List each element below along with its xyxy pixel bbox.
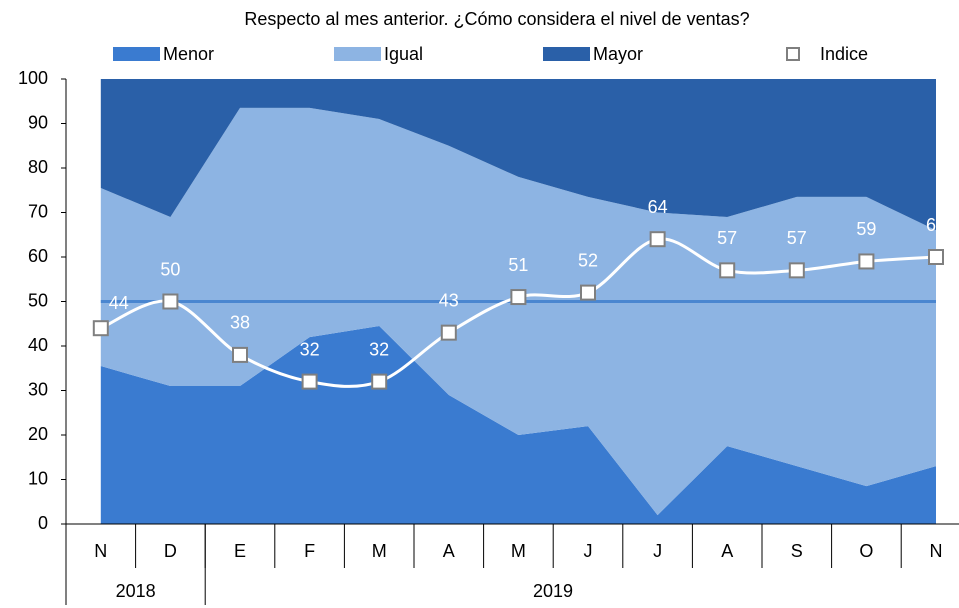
legend-label: Menor bbox=[163, 44, 214, 64]
data-label: 32 bbox=[369, 339, 389, 359]
index-marker bbox=[301, 373, 318, 390]
data-label: 64 bbox=[648, 197, 668, 217]
data-label: 57 bbox=[717, 228, 737, 248]
legend-swatch bbox=[113, 47, 160, 61]
data-label: 43 bbox=[439, 290, 459, 310]
y-tick-label: 70 bbox=[28, 201, 48, 221]
data-label: 57 bbox=[787, 228, 807, 248]
area bbox=[100, 107, 937, 516]
index-marker bbox=[162, 293, 179, 310]
legend-label: Igual bbox=[384, 44, 423, 64]
y-tick-label: 90 bbox=[28, 112, 48, 132]
x-tick-label: A bbox=[721, 541, 733, 561]
y-tick-label: 0 bbox=[38, 513, 48, 533]
index-marker bbox=[928, 249, 944, 265]
x-tick-label: M bbox=[372, 541, 387, 561]
data-label: 51 bbox=[508, 255, 528, 275]
index-marker bbox=[232, 346, 248, 363]
y-tick-label: 40 bbox=[28, 335, 48, 355]
y-tick-label: 60 bbox=[28, 246, 48, 266]
data-label: 60 bbox=[926, 215, 946, 235]
x-tick-label: M bbox=[511, 541, 526, 561]
data-label: 32 bbox=[300, 339, 320, 359]
index-marker bbox=[649, 231, 666, 248]
x-tick-label: E bbox=[234, 541, 246, 561]
index-marker bbox=[371, 373, 388, 390]
y-tick-label: 30 bbox=[28, 379, 48, 399]
y-tick-label: 50 bbox=[28, 290, 48, 310]
x-tick-label: F bbox=[304, 541, 315, 561]
index-marker bbox=[440, 324, 457, 341]
x-tick-label: J bbox=[653, 541, 662, 561]
data-label: 52 bbox=[578, 250, 598, 270]
index-marker bbox=[510, 289, 527, 306]
index-marker bbox=[580, 284, 596, 301]
index-marker bbox=[858, 253, 875, 270]
data-label: 44 bbox=[109, 293, 129, 313]
x-group-label: 2018 bbox=[116, 581, 156, 601]
index-marker bbox=[788, 262, 805, 279]
x-tick-label: D bbox=[164, 541, 177, 561]
x-group-label: 2019 bbox=[533, 581, 573, 601]
y-tick-label: 10 bbox=[28, 468, 48, 488]
legend-marker bbox=[786, 47, 800, 61]
x-tick-label: S bbox=[791, 541, 803, 561]
index-marker bbox=[719, 262, 736, 279]
area bbox=[100, 79, 937, 231]
legend-swatch bbox=[543, 47, 590, 61]
y-tick-label: 80 bbox=[28, 157, 48, 177]
x-tick-label: N bbox=[94, 541, 107, 561]
data-label: 50 bbox=[160, 259, 180, 279]
index-marker bbox=[92, 320, 109, 337]
data-label: 59 bbox=[856, 219, 876, 239]
x-tick-label: A bbox=[443, 541, 455, 561]
x-tick-label: N bbox=[930, 541, 943, 561]
chart-title: Respecto al mes anterior. ¿Cómo consider… bbox=[244, 9, 749, 29]
legend-label: Indice bbox=[820, 44, 868, 64]
x-tick-label: J bbox=[584, 541, 593, 561]
legend-label: Mayor bbox=[593, 44, 643, 64]
x-tick-label: O bbox=[859, 541, 873, 561]
y-tick-label: 100 bbox=[18, 68, 48, 88]
data-label: 38 bbox=[230, 313, 250, 333]
legend-swatch bbox=[334, 47, 381, 61]
y-tick-label: 20 bbox=[28, 424, 48, 444]
